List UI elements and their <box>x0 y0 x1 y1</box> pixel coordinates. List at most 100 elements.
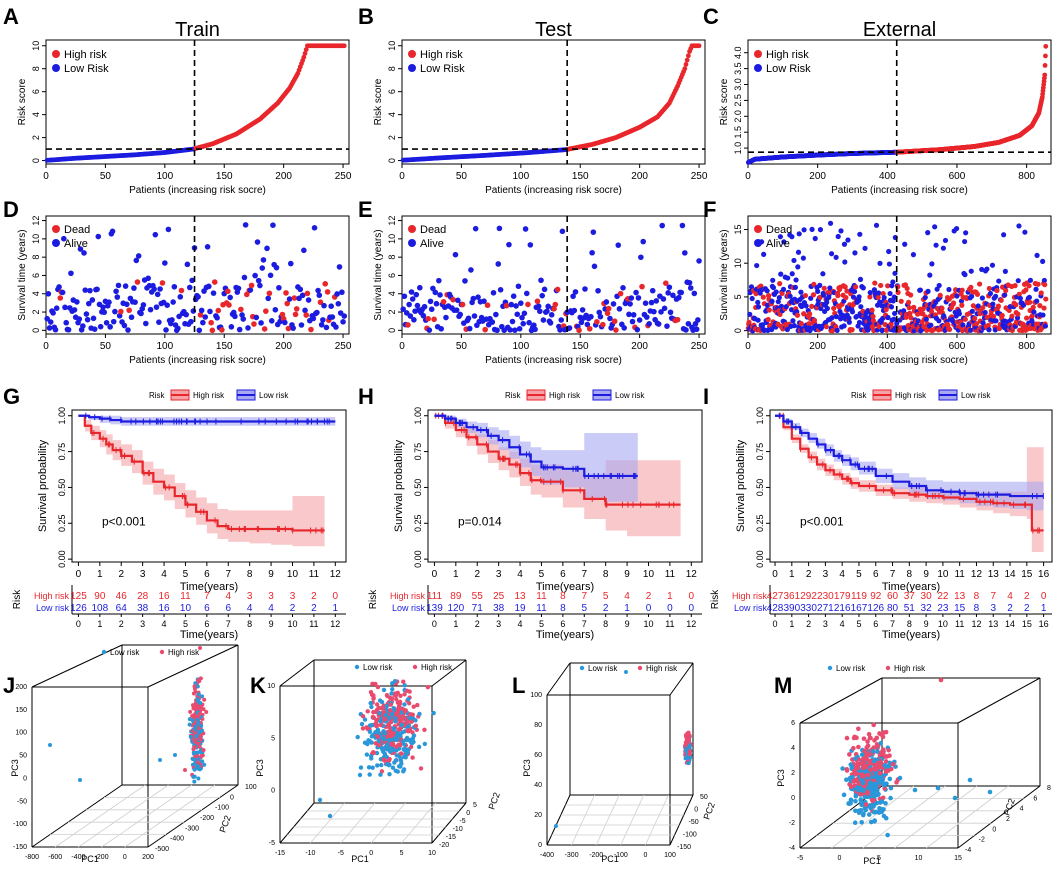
survival-point <box>661 305 668 312</box>
survival-point <box>316 292 323 299</box>
survival-point <box>1009 313 1015 319</box>
survival-point <box>257 282 263 289</box>
legend-label-high: High risk <box>894 664 926 673</box>
pca-point <box>187 717 192 722</box>
risk-table-cell: 5 <box>603 591 609 602</box>
pc1-tick-label: 5 <box>877 855 881 862</box>
x-tick-label: 10 <box>287 569 299 580</box>
survival-point <box>679 222 686 229</box>
legend-marker-dead <box>408 225 416 233</box>
survival-point <box>247 287 254 293</box>
survival-point <box>186 284 193 291</box>
survival-point <box>489 319 496 325</box>
survival-point <box>986 285 992 292</box>
pc3-tick-label: 150 <box>15 707 27 714</box>
survival-point <box>436 277 442 284</box>
chart-title: Train <box>175 19 220 41</box>
risk-x-tick-label: 3 <box>823 619 828 629</box>
y-tick-label: 0.50 <box>57 479 67 497</box>
pc3-tick-label: 200 <box>15 684 27 691</box>
survival-point <box>494 327 500 334</box>
survival-point <box>112 308 118 315</box>
pc1-tick-label: 10 <box>915 855 923 862</box>
risk-table-cell: 80 <box>887 603 899 614</box>
survival-point <box>1023 287 1029 293</box>
y-tick-label: 10 <box>387 234 397 244</box>
x-tick-label: 8 <box>907 569 913 580</box>
y-tick-label: 1.0 <box>733 142 743 155</box>
survival-point <box>470 295 477 302</box>
y-tick-label: 0 <box>387 158 397 163</box>
y-tick-label: 2.5 <box>733 94 743 107</box>
pca-point <box>193 754 198 759</box>
survival-point <box>844 288 850 294</box>
x-tick-label: 16 <box>1038 569 1050 580</box>
x-tick-label: 12 <box>686 569 698 580</box>
survival-point <box>205 283 212 290</box>
legend-label-low: Low risk <box>615 391 645 400</box>
panel-letter-F: F <box>703 197 716 222</box>
pc1-tick-label: 100 <box>664 852 676 859</box>
survival-point <box>887 290 893 297</box>
y-tick-label: 6 <box>31 89 41 94</box>
pca-point <box>367 772 372 777</box>
survival-point <box>1040 312 1046 318</box>
survival-point <box>68 270 74 277</box>
pca-point <box>855 787 861 793</box>
survival-point <box>401 293 408 300</box>
risk-table-cell: 126 <box>867 603 884 614</box>
survival-point <box>664 323 670 329</box>
survival-point <box>421 303 428 310</box>
survival-point <box>163 327 169 333</box>
pca-point <box>191 691 196 696</box>
survival-point <box>962 272 968 278</box>
survival-point <box>1042 282 1048 288</box>
y-tick-label: 6 <box>387 273 397 278</box>
survival-point <box>778 271 784 277</box>
survival-point <box>508 301 515 308</box>
pca-point <box>199 723 204 728</box>
pc3-tick-label: 60 <box>534 752 542 759</box>
pca-point <box>855 765 860 771</box>
legend-label-high: High risk <box>421 663 453 672</box>
x-tick-label: 0 <box>745 341 751 352</box>
survival-point <box>171 283 178 290</box>
survival-point <box>188 318 194 325</box>
x-tick-label: 100 <box>512 171 529 182</box>
pca-point <box>888 785 894 791</box>
survival-point <box>513 303 519 309</box>
legend-label-high: High risk <box>168 648 200 657</box>
x-tick-label: 50 <box>456 341 468 352</box>
y-tick-label: 2 <box>31 135 41 140</box>
survival-point <box>876 290 882 296</box>
survival-point <box>1034 252 1040 259</box>
pc2-tick-label: -500 <box>155 846 169 853</box>
survival-point <box>515 283 522 290</box>
risk-table-cell: 19 <box>514 603 526 614</box>
survival-point <box>886 261 893 267</box>
survival-point <box>594 318 600 325</box>
survival-point <box>1003 287 1009 294</box>
pca-point <box>852 756 858 761</box>
risk-x-tick-label: 16 <box>1039 619 1049 629</box>
x-tick-label: 6 <box>560 569 566 580</box>
risk-x-tick-label: 9 <box>924 619 929 629</box>
pca-point <box>192 684 197 689</box>
risk-score-points <box>44 43 347 163</box>
survival-point <box>605 305 612 312</box>
survival-points <box>44 222 348 334</box>
risk-table-cell: 126 <box>70 603 87 614</box>
survival-point <box>321 302 327 309</box>
pca-point <box>196 730 201 735</box>
floor-grid <box>78 784 169 848</box>
risk-point <box>684 57 690 63</box>
survival-point <box>823 324 829 330</box>
survival-points <box>745 220 1049 334</box>
survival-point <box>77 246 84 252</box>
survival-point <box>980 305 986 311</box>
pca-points <box>48 646 209 784</box>
survival-point <box>777 311 783 317</box>
survival-point <box>268 318 275 324</box>
survival-point <box>62 304 68 311</box>
survival-point <box>267 272 274 279</box>
